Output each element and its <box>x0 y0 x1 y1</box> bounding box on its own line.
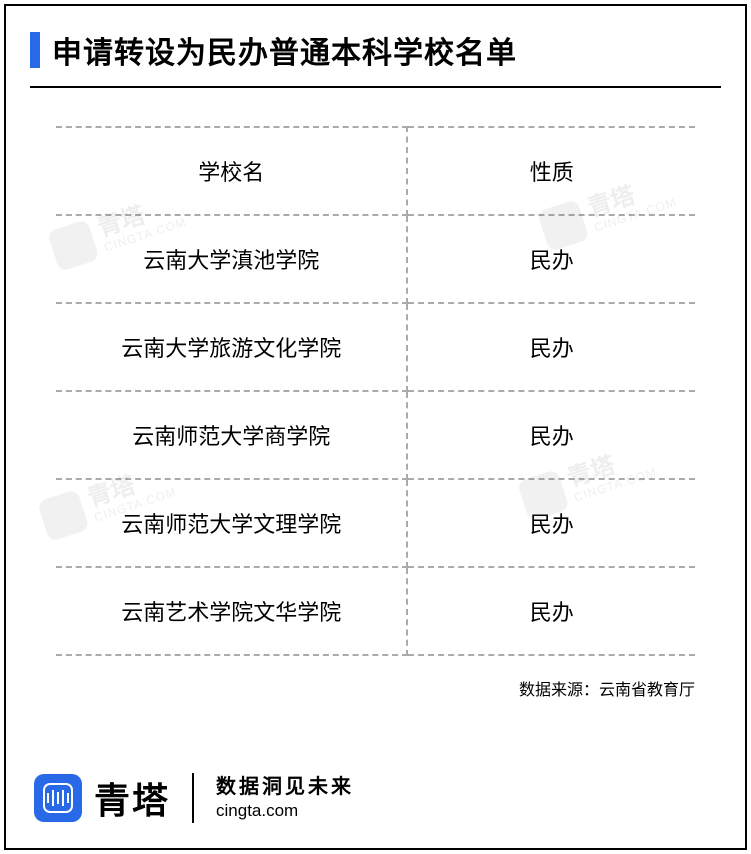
outer-frame <box>4 4 747 850</box>
brand-url: cingta.com <box>216 800 354 822</box>
brand-slogan: 数据洞见未来 <box>216 774 354 800</box>
brand-name: 青塔 <box>94 772 170 824</box>
footer: 青塔 数据洞见未来 cingta.com <box>34 772 354 824</box>
slogan-block: 数据洞见未来 cingta.com <box>216 774 354 822</box>
footer-divider <box>192 773 194 823</box>
brand-logo-icon <box>34 774 82 822</box>
